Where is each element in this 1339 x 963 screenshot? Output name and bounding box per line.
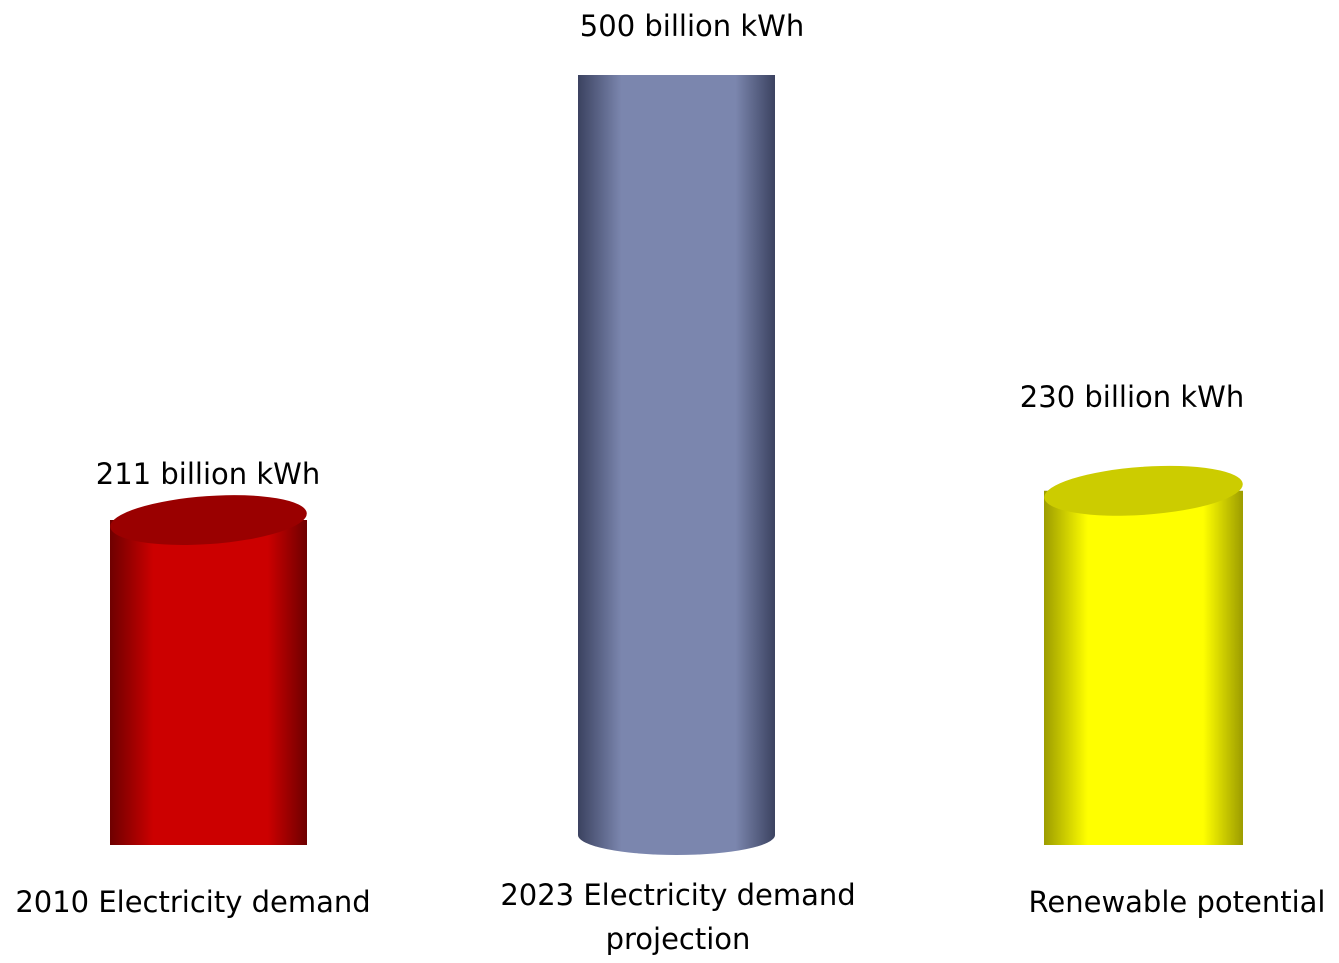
bar-0 [110,520,307,845]
data-label-0: 211 billion kWh [96,457,320,491]
data-label-2: 230 billion kWh [1020,380,1244,414]
category-label-1-1: projection [606,922,751,956]
category-label-2-0: Renewable potential [1029,885,1326,919]
category-labels-layer: 2010 Electricity demand 2023 Electricity … [15,878,1325,956]
bar-2 [1044,490,1243,845]
data-label-1: 500 billion kWh [580,9,804,43]
data-labels-layer: 211 billion kWh 500 billion kWh 230 billio… [96,9,1244,491]
category-label-1-0: 2023 Electricity demand [500,878,855,912]
category-label-0-0: 2010 Electricity demand [15,885,370,919]
bar-top-0 [110,495,307,545]
bar-1 [578,75,775,855]
bar-top-2 [1044,465,1243,516]
bars-layer [110,75,1243,855]
